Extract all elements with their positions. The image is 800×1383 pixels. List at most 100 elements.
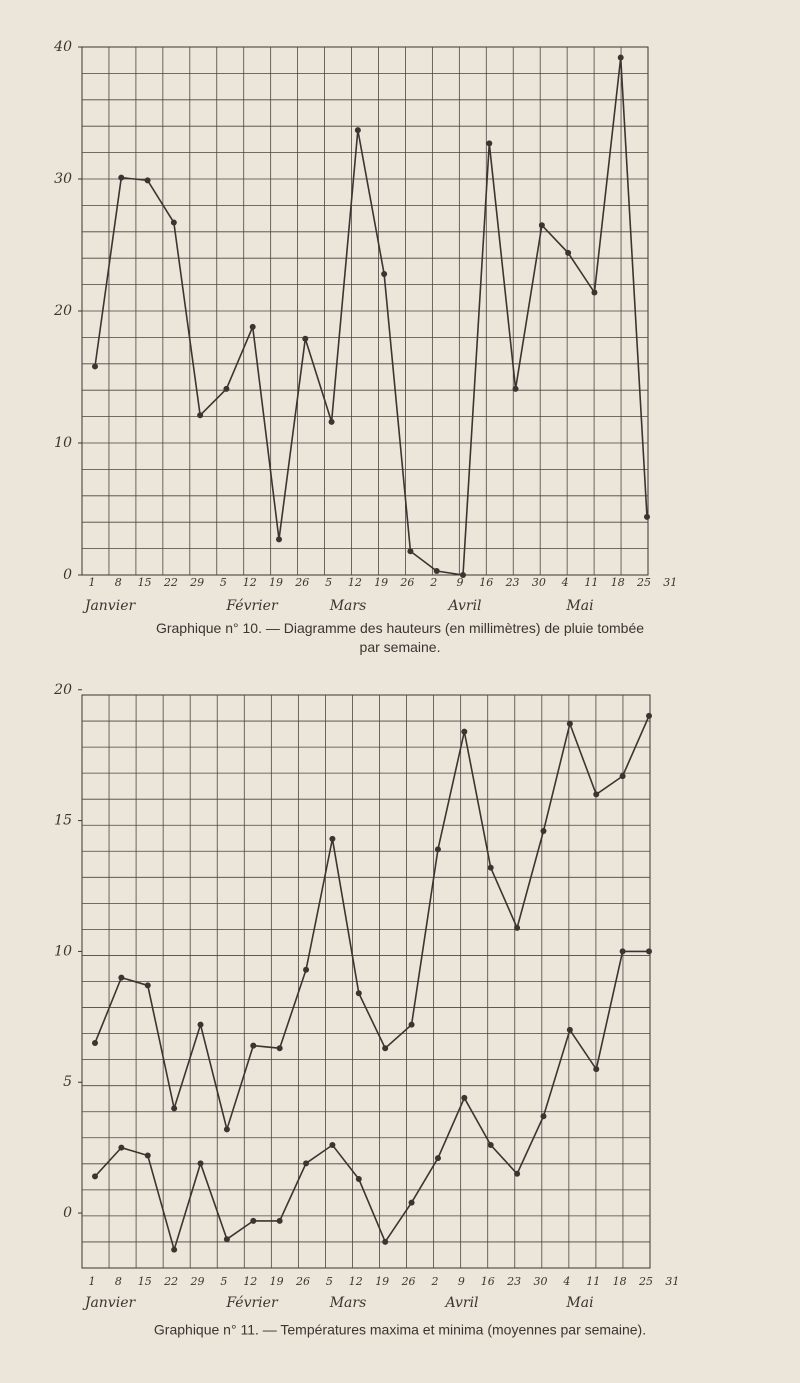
x-tick-label: 4 bbox=[562, 1275, 570, 1288]
y-tick-label: 40 bbox=[53, 39, 72, 55]
x-tick-label: 12 bbox=[243, 1275, 257, 1288]
data-line bbox=[94, 715, 650, 1133]
data-point bbox=[434, 846, 441, 853]
x-tick-label: 12 bbox=[348, 576, 362, 589]
data-point bbox=[144, 177, 151, 184]
y-tick-label: 15 bbox=[54, 813, 72, 829]
y-tick-label: 0 bbox=[63, 1205, 72, 1221]
data-point bbox=[434, 1155, 441, 1162]
x-tick-label: 1 bbox=[89, 576, 96, 589]
month-label: Mars bbox=[329, 1295, 367, 1311]
data-point bbox=[461, 728, 468, 735]
x-tick-label: 8 bbox=[115, 1275, 122, 1288]
data-point bbox=[382, 1238, 389, 1245]
x-tick-label: 26 bbox=[294, 576, 309, 589]
data-point bbox=[250, 1217, 257, 1224]
y-tick-label: 10 bbox=[54, 943, 72, 959]
data-point bbox=[223, 1236, 230, 1243]
month-label: Janvier bbox=[82, 1295, 137, 1311]
x-tick-label: 22 bbox=[163, 576, 178, 589]
month-label: Mai bbox=[565, 598, 593, 614]
data-point bbox=[566, 720, 573, 727]
month-label: Avril bbox=[446, 598, 481, 614]
x-tick-label: 29 bbox=[189, 576, 204, 589]
x-tick-label: 26 bbox=[295, 1275, 310, 1288]
data-point bbox=[407, 548, 414, 555]
data-point bbox=[646, 948, 652, 955]
x-tick-label: 16 bbox=[479, 576, 493, 589]
data-point bbox=[593, 791, 600, 798]
data-point bbox=[276, 536, 282, 543]
data-point bbox=[487, 864, 494, 871]
data-point bbox=[619, 773, 626, 780]
data-point bbox=[197, 1160, 204, 1167]
data-point bbox=[223, 1126, 230, 1133]
x-tick-label: 19 bbox=[270, 1275, 284, 1288]
x-tick-label: 31 bbox=[663, 576, 677, 589]
y-tick-label: 10 bbox=[54, 435, 72, 451]
x-tick-label: 9 bbox=[457, 576, 464, 589]
x-tick-label: 30 bbox=[532, 576, 546, 589]
x-tick-label: 29 bbox=[190, 1275, 205, 1288]
data-point bbox=[591, 289, 598, 296]
x-tick-label: 31 bbox=[665, 1275, 679, 1288]
data-point bbox=[381, 271, 388, 278]
data-point bbox=[538, 222, 545, 229]
data-point bbox=[118, 1144, 125, 1151]
x-tick-label: 25 bbox=[638, 1275, 653, 1288]
data-point bbox=[249, 323, 256, 330]
x-tick-label: 16 bbox=[481, 1275, 495, 1288]
caption: Graphique n° 11. — Températures maxima e… bbox=[154, 1322, 646, 1338]
x-tick-label: 25 bbox=[636, 576, 651, 589]
data-point bbox=[171, 1246, 178, 1253]
x-tick-label: 11 bbox=[586, 1275, 600, 1288]
x-tick-label: 23 bbox=[505, 576, 520, 589]
data-point bbox=[92, 1173, 98, 1180]
data-point bbox=[118, 974, 125, 981]
data-point bbox=[514, 924, 521, 931]
x-tick-label: 4 bbox=[561, 576, 569, 589]
x-tick-label: 15 bbox=[138, 576, 152, 589]
caption: Graphique n° 10. — Diagramme des hauteur… bbox=[156, 620, 644, 655]
data-point bbox=[303, 966, 310, 973]
data-point bbox=[302, 335, 309, 342]
data-point bbox=[276, 1217, 283, 1224]
x-tick-label: 12 bbox=[243, 576, 257, 589]
data-point bbox=[144, 1152, 151, 1159]
y-tick-label: 30 bbox=[54, 171, 72, 187]
month-label: Février bbox=[225, 598, 279, 614]
x-tick-label: 9 bbox=[458, 1275, 465, 1288]
data-point bbox=[223, 385, 230, 392]
data-line bbox=[94, 57, 648, 576]
data-point bbox=[540, 1113, 547, 1120]
x-tick-label: 18 bbox=[613, 1275, 627, 1288]
month-label: Avril bbox=[443, 1295, 478, 1311]
data-point bbox=[382, 1045, 389, 1052]
data-point bbox=[118, 174, 125, 181]
month-label: Février bbox=[225, 1295, 279, 1311]
data-point bbox=[646, 712, 652, 719]
x-tick-label: 19 bbox=[269, 576, 283, 589]
data-point bbox=[433, 568, 440, 575]
data-point bbox=[408, 1021, 415, 1028]
x-tick-label: 11 bbox=[584, 576, 598, 589]
data-point bbox=[566, 1026, 573, 1033]
x-tick-label: 5 bbox=[326, 1275, 333, 1288]
x-tick-label: 18 bbox=[611, 576, 625, 589]
x-tick-label: 19 bbox=[374, 576, 388, 589]
y-tick-label: 20 bbox=[53, 303, 72, 319]
y-tick-label: 5 bbox=[63, 1074, 72, 1090]
data-point bbox=[329, 1142, 336, 1149]
data-point bbox=[328, 418, 335, 425]
x-tick-label: 2 bbox=[430, 1275, 438, 1288]
x-tick-label: 23 bbox=[506, 1275, 521, 1288]
month-label: Mai bbox=[565, 1295, 593, 1311]
x-tick-label: 12 bbox=[349, 1275, 363, 1288]
data-point bbox=[171, 1105, 178, 1112]
data-point bbox=[144, 982, 151, 989]
x-tick-label: 1 bbox=[89, 1275, 96, 1288]
x-tick-label: 2 bbox=[429, 576, 437, 589]
x-tick-label: 22 bbox=[163, 1275, 178, 1288]
x-tick-label: 5 bbox=[220, 1275, 227, 1288]
